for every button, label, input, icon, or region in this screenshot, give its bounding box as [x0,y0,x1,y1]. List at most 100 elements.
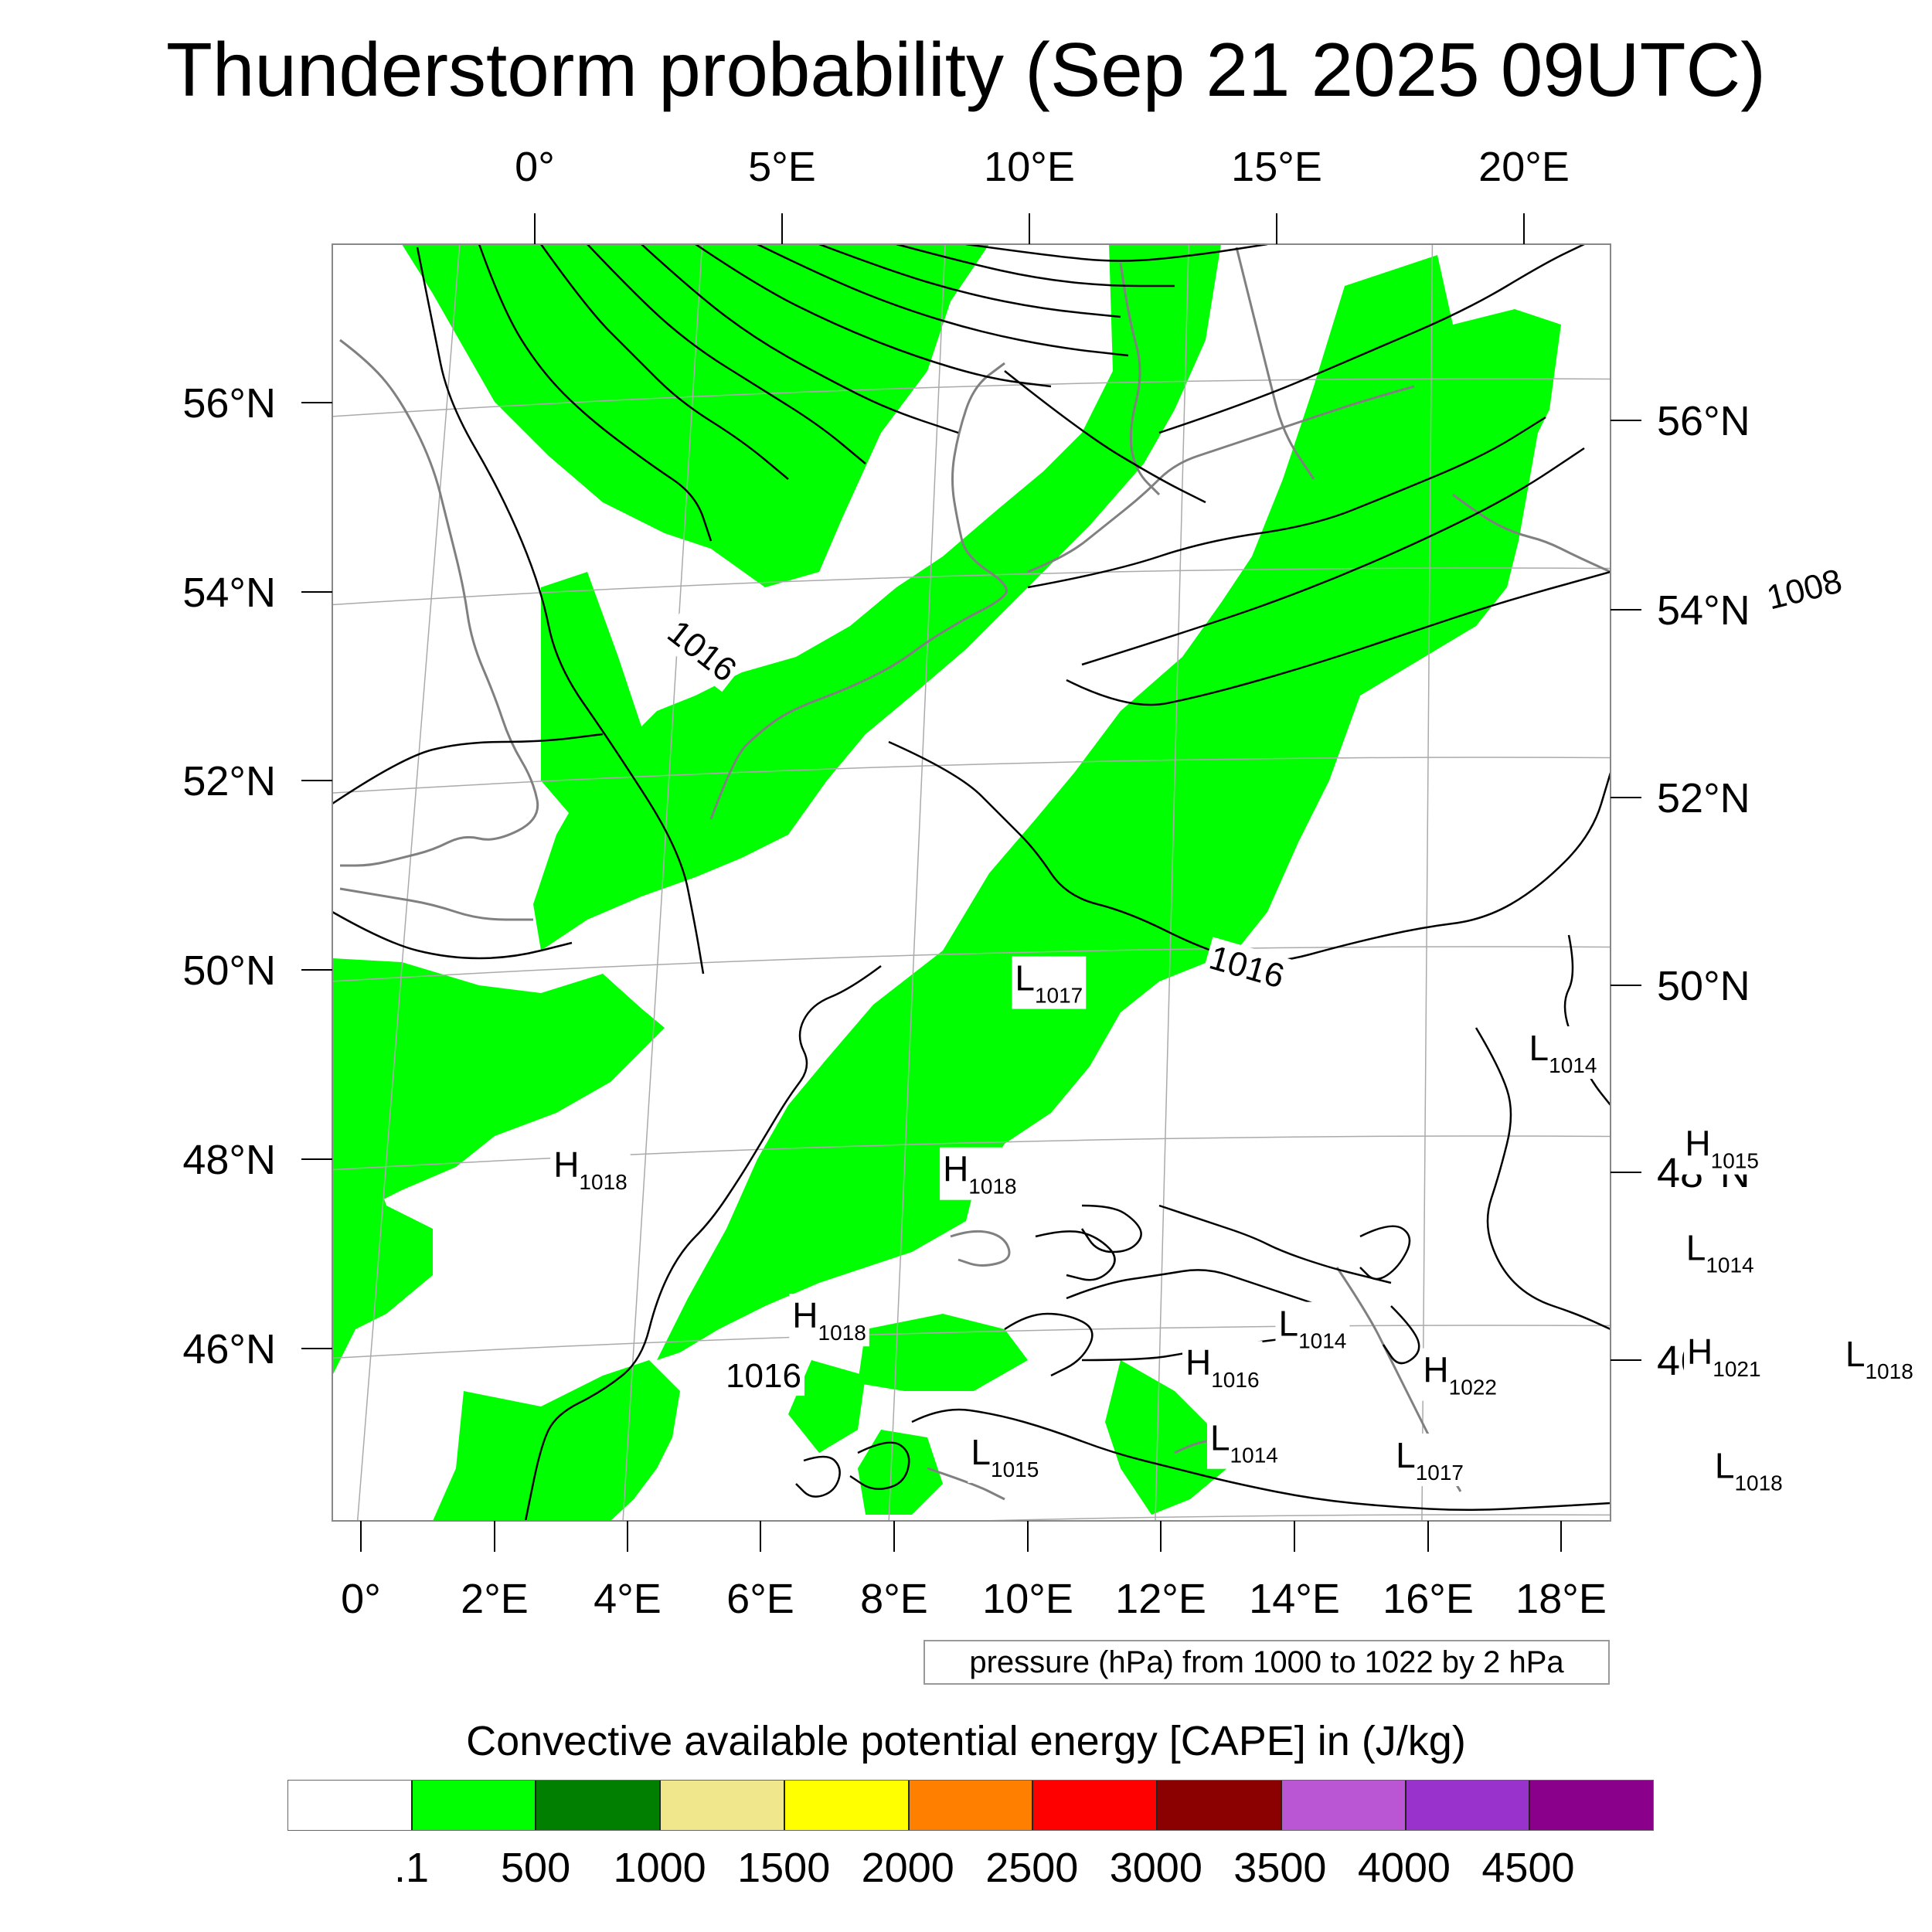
colorbar-labels: .1 500 1000 1500 2000 2500 3000 3500 4000 4500 [0,1841,1932,1895]
colorbar-label: 1000 [613,1845,706,1891]
bottom-lon-label: 0° [341,1576,381,1622]
graticule [332,185,1932,1558]
right-lat-label: 52°N [1657,775,1750,821]
meridian [888,244,946,1521]
parallel [957,1514,1611,1521]
center-value: 1014 [1549,1053,1597,1077]
axis-ticks: 0° 5°E 10°E 15°E 20°E 0° 2°E 4°E 6°E 8°E 10°E 12°E 1… [182,144,1750,1622]
map-frame [332,243,1611,1522]
center-type: H [553,1145,579,1185]
center-value: 1017 [1416,1461,1464,1485]
pressure-center: L1015 [968,1430,1043,1483]
cape-colorbar [287,1780,1654,1831]
cape-region [402,244,989,587]
left-lat-label: 50°N [182,947,276,994]
pressure-center: L1018 [1842,1332,1917,1386]
coastline [709,362,1008,820]
colorbar-swatch [288,1781,413,1830]
pressure-center: H1022 [1420,1348,1500,1401]
pressure-center: H1015 [1682,1121,1762,1175]
coastline [927,1467,1005,1501]
isobar-line [911,1408,1611,1511]
isobar-line [1080,1204,1142,1253]
cape-region [332,1113,433,1376]
left-lat-label: 52°N [182,758,276,804]
meridian [1918,185,1932,1558]
svg-text:L1014: L1014 [1686,1227,1754,1277]
right-lat-label: 54°N [1657,587,1750,634]
isobar-line [849,1441,910,1490]
coastline [950,1230,1011,1267]
bottom-lon-label: 12°E [1115,1576,1206,1622]
colorbar-label: 3500 [1233,1845,1327,1891]
pressure-center: L1014 [1682,1226,1757,1279]
colorbar-title: Convective available potential energy [C… [466,1718,1466,1764]
svg-text:H1018: H1018 [792,1295,866,1345]
isobar-line [1382,1305,1420,1365]
top-lon-label: 15°E [1231,144,1322,190]
center-type: L [1715,1446,1735,1486]
left-lat-label: 48°N [182,1137,276,1183]
pressure-center: L1017 [1012,956,1087,1009]
parallel [332,946,1611,982]
meridian [622,244,703,1521]
pressure-center: H1018 [550,1143,631,1196]
isobar-line [1158,244,1585,434]
isobar-line [641,244,959,434]
isobar-line [695,244,1052,388]
isobar-line [478,244,713,542]
center-type: L [971,1432,991,1472]
right-lat-label: 56°N [1657,398,1750,444]
parallel [332,757,1611,794]
cape-region [788,1360,866,1453]
isobar-line [416,247,705,975]
top-lon-label: 10°E [984,144,1075,190]
left-lat-label: 56°N [182,380,276,427]
colorbar-label: 500 [501,1845,571,1891]
svg-text:L1018: L1018 [1715,1446,1783,1495]
svg-text:1016: 1016 [726,1357,801,1395]
cape-region [332,958,665,1236]
colorbar-label: .1 [394,1845,430,1891]
svg-text:H1021: H1021 [1687,1332,1761,1381]
isobar-line [1066,570,1611,706]
parallel [332,1325,1611,1359]
center-value: 1016 [1211,1368,1259,1392]
center-type: L [1396,1435,1416,1475]
svg-text:H1016: H1016 [1185,1342,1260,1392]
colorbar-swatch [1033,1781,1158,1830]
center-value: 1018 [818,1321,866,1345]
parallel [332,378,1611,417]
coastline [1119,262,1161,496]
left-lat-label: 54°N [182,570,276,616]
map-title: Thunderstorm probability (Sep 21 2025 09… [166,27,1766,112]
top-lon-label: 20°E [1478,144,1570,190]
isobar-line [1081,447,1585,666]
top-lon-label: 5°E [748,144,816,190]
pressure-center: L1014 [1275,1301,1350,1355]
colorbar-swatch [1281,1781,1406,1830]
svg-text:H1022: H1022 [1423,1350,1497,1400]
svg-text:L1014: L1014 [1210,1418,1278,1468]
center-type: H [1185,1342,1211,1383]
pressure-center: H1016 [1182,1341,1263,1394]
colorbar-label: 1500 [737,1845,831,1891]
pressure-contour-note: pressure (hPa) from 1000 to 1022 by 2 hP… [923,1640,1610,1685]
isobar-line [587,244,866,464]
pressure-center: H1018 [940,1147,1020,1200]
meridian [1421,244,1434,1521]
colorbar-swatch [661,1781,785,1830]
colorbar-swatch [1406,1781,1531,1830]
svg-text:L1014: L1014 [1278,1304,1346,1353]
isobar-line [896,244,1175,287]
coastline [1235,247,1315,480]
isobar-line [965,244,1268,262]
pressure-center: L1017 [1393,1434,1468,1487]
svg-text:L1017: L1017 [1015,958,1083,1008]
isobar-line [1158,1204,1392,1284]
bottom-lon-label: 6°E [726,1576,794,1622]
colorbar-swatch [909,1781,1034,1830]
isobar-line [332,910,573,960]
pressure-center: L1014 [1206,1416,1281,1469]
colorbar-swatch [784,1781,910,1830]
